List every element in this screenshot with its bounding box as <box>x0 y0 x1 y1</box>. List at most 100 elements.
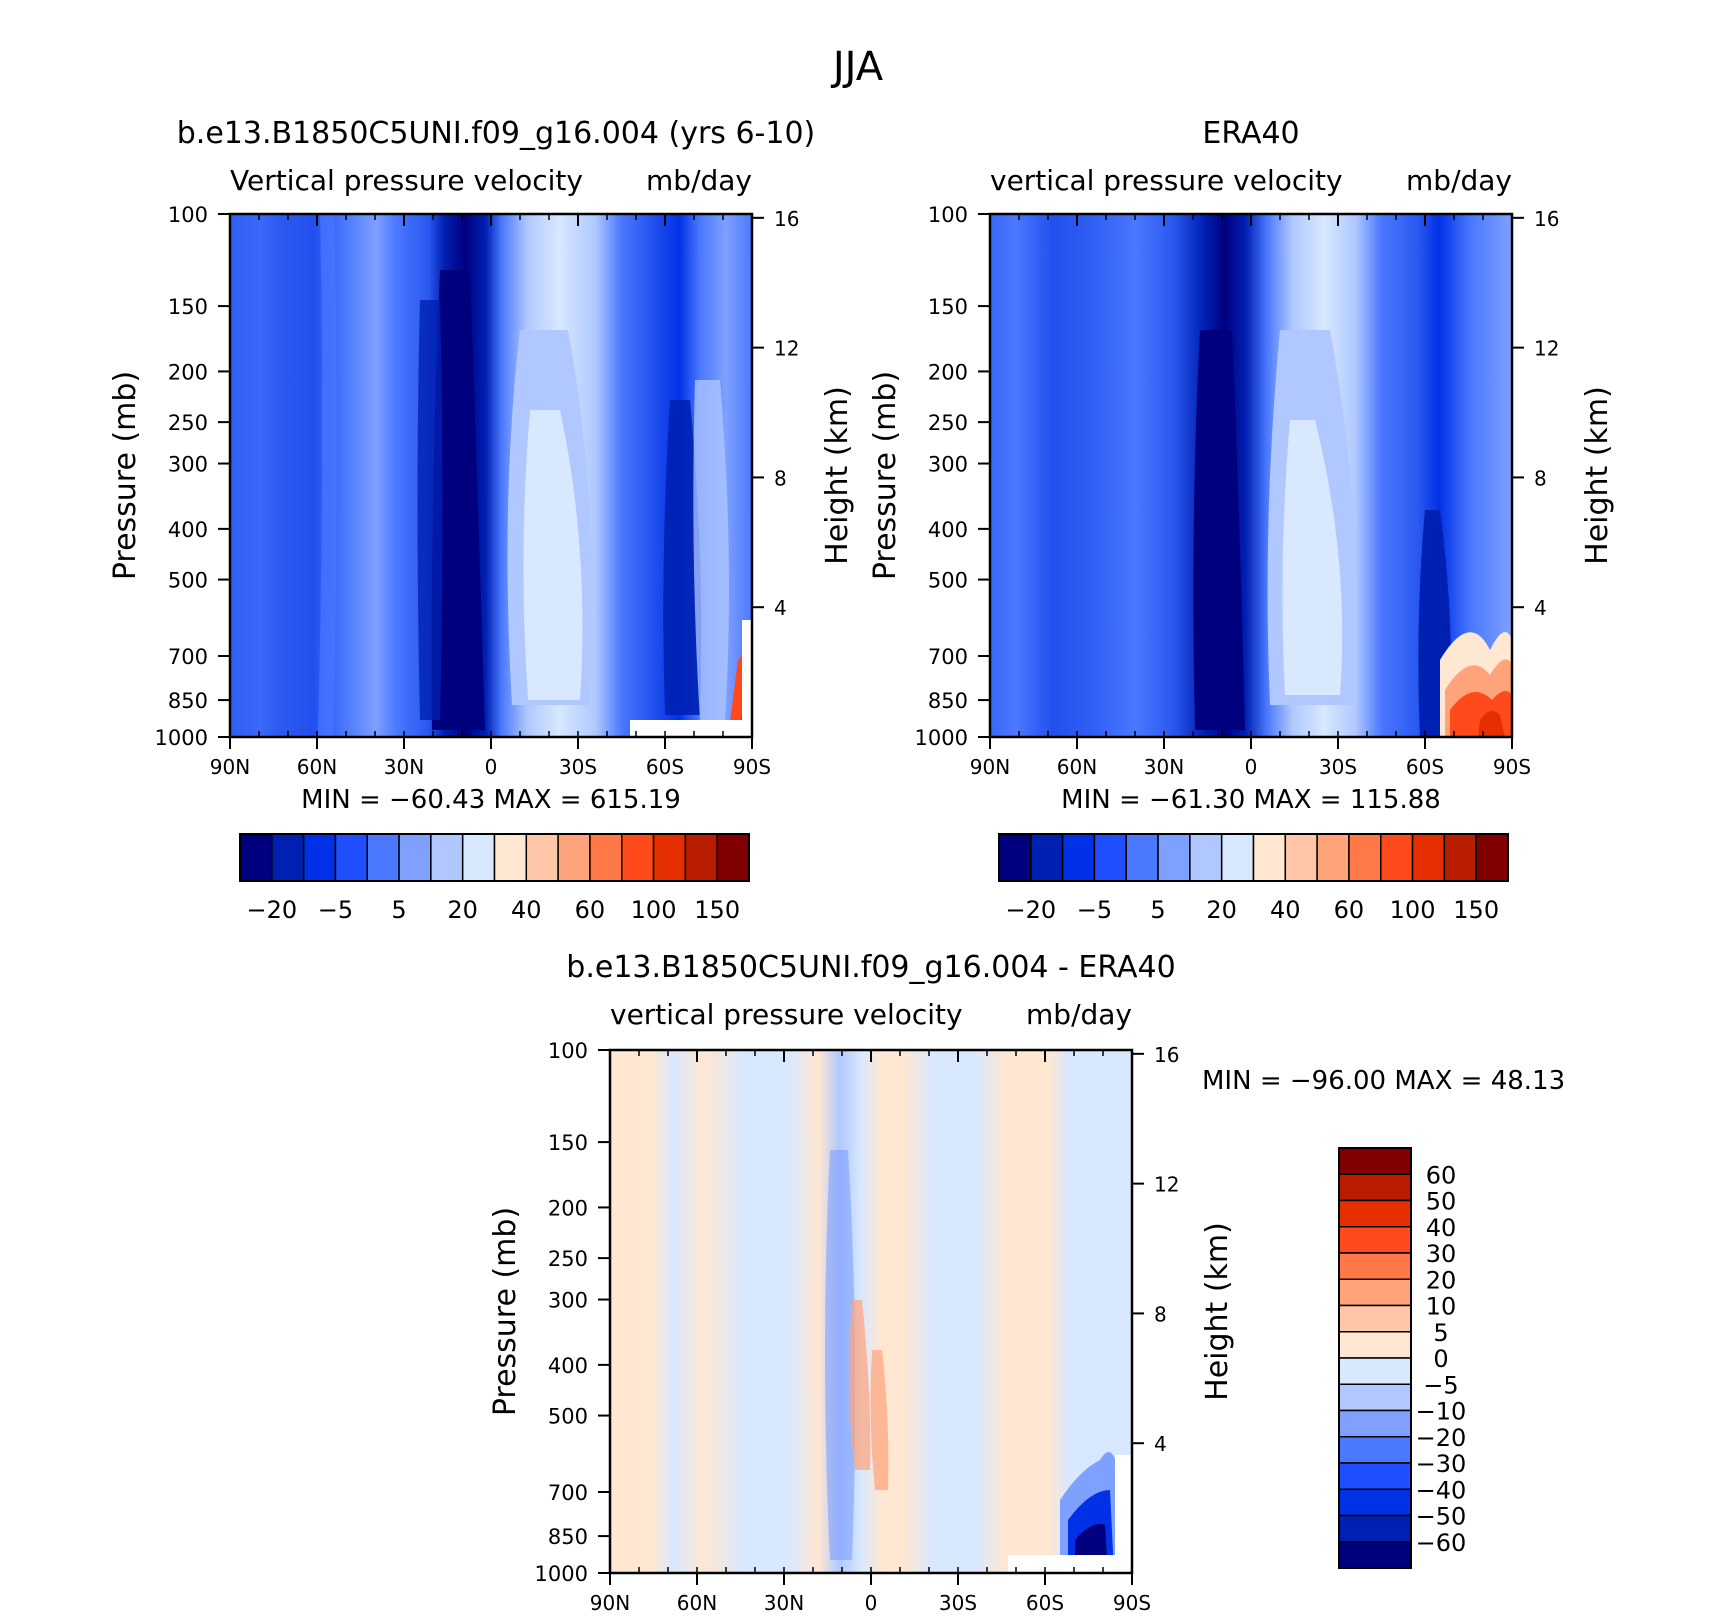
colorbar-label: 40 <box>511 896 542 924</box>
y-tick-label: 400 <box>548 1354 588 1378</box>
colorbar-swatch <box>652 833 687 882</box>
colorbar-label: 5 <box>391 896 406 924</box>
colorbar-label: 20 <box>447 896 478 924</box>
colorbar-swatch <box>430 833 464 882</box>
colorbar-swatch <box>1338 1541 1412 1569</box>
colorbar-swatch <box>1284 833 1318 882</box>
y-tick-label: 1000 <box>915 726 968 750</box>
x-tick-label: 30N <box>764 1591 804 1615</box>
y-axis-label: Pressure (mb) <box>488 1207 523 1416</box>
colorbar-label: −5 <box>1423 1371 1458 1399</box>
colorbar-swatch <box>525 833 559 882</box>
colorbar-label: 10 <box>1426 1293 1457 1321</box>
colorbar-swatch <box>1338 1331 1412 1359</box>
x-tick-label: 30N <box>1144 755 1184 779</box>
colorbar-swatch <box>1220 833 1255 882</box>
colorbar-label: 100 <box>631 896 677 924</box>
x-tick-label: 60N <box>1057 755 1097 779</box>
colorbar-swatch <box>366 833 400 882</box>
x-tick-label: 90N <box>590 1591 630 1615</box>
y-tick-label: 400 <box>928 518 968 542</box>
y-axis-label: Pressure (mb) <box>868 371 903 580</box>
y-tick-label: 300 <box>168 453 208 477</box>
colorbar-swatch <box>716 833 750 882</box>
colorbar-label: −60 <box>1416 1529 1467 1557</box>
colorbar-label: −5 <box>318 896 353 924</box>
x-tick-label: 0 <box>485 755 498 779</box>
colorbar-label: −20 <box>1416 1424 1467 1452</box>
colorbar-swatch <box>1338 1226 1412 1254</box>
y-tick-label: 200 <box>548 1196 588 1220</box>
colorbar-swatch <box>1338 1199 1412 1228</box>
y2-axis-label: Height (km) <box>1200 1222 1235 1401</box>
colorbar-swatch <box>239 833 273 882</box>
y2-tick-label: 8 <box>774 466 787 490</box>
y-tick-label: 200 <box>168 360 208 384</box>
colorbar-frame <box>1338 1147 1412 1569</box>
y-tick-label: 850 <box>928 689 968 713</box>
panel-era40: ERA40 vertical pressure velocity mb/day … <box>868 116 1615 924</box>
colorbar-label: 60 <box>1426 1161 1457 1189</box>
colorbar-label: −5 <box>1077 896 1112 924</box>
colorbar-swatch <box>1338 1357 1412 1385</box>
colorbar-label: −50 <box>1416 1503 1467 1531</box>
colorbar-swatch <box>1252 833 1287 882</box>
colorbar-label: −20 <box>246 896 297 924</box>
colorbar-label: 20 <box>1426 1266 1457 1294</box>
colorbar-swatch <box>461 833 496 882</box>
colorbar-label: −30 <box>1416 1450 1467 1478</box>
panel-model-contour-field <box>230 214 752 737</box>
colorbar-swatch <box>1338 1304 1412 1333</box>
x-tick-label: 60S <box>646 755 684 779</box>
colorbar-swatch <box>1316 833 1350 882</box>
colorbar-swatch <box>493 833 528 882</box>
x-tick-label: 60N <box>297 755 337 779</box>
colorbar-swatch <box>621 833 655 882</box>
colorbar-swatch <box>1338 1514 1412 1543</box>
y2-tick-label: 8 <box>1534 466 1547 490</box>
colorbar-swatch <box>1380 833 1414 882</box>
colorbar-label: 60 <box>575 896 606 924</box>
y2-tick-label: 4 <box>1154 1432 1167 1456</box>
x-tick-label: 30S <box>559 755 597 779</box>
colorbar-label: −20 <box>1005 896 1056 924</box>
panel-difference-subtitle-left: vertical pressure velocity <box>610 998 963 1031</box>
y-tick-label: 200 <box>928 360 968 384</box>
colorbar-frame <box>239 833 750 882</box>
y2-tick-label: 4 <box>774 596 787 620</box>
colorbar-swatch <box>684 833 718 882</box>
colorbar-label: 5 <box>1150 896 1165 924</box>
panel-difference: b.e13.B1850C5UNI.f09_g16.004 - ERA40 ver… <box>488 950 1565 1615</box>
colorbar-swatch <box>998 833 1032 882</box>
x-tick-label: 90S <box>1493 755 1531 779</box>
y2-tick-label: 12 <box>774 337 799 361</box>
colorbar-label: 50 <box>1426 1188 1457 1216</box>
panel-era40-subtitle-left: vertical pressure velocity <box>990 164 1343 197</box>
min-max-stats: MIN = −96.00 MAX = 48.13 <box>1202 1066 1565 1096</box>
x-tick-label: 0 <box>865 1591 878 1615</box>
colorbar-label: 30 <box>1426 1240 1457 1268</box>
y-tick-label: 1000 <box>535 1562 588 1586</box>
colorbar-swatch <box>1093 833 1127 882</box>
x-tick-label: 60N <box>677 1591 717 1615</box>
y-tick-label: 850 <box>548 1525 588 1549</box>
colorbar-label: 20 <box>1206 896 1237 924</box>
x-tick-label: 90N <box>970 755 1010 779</box>
colorbar-label: 5 <box>1433 1319 1448 1347</box>
y-tick-label: 300 <box>928 453 968 477</box>
colorbar-swatch <box>557 833 591 882</box>
y2-tick-label: 16 <box>1534 207 1559 231</box>
y2-axis-label: Height (km) <box>1580 386 1615 565</box>
y-tick-label: 400 <box>168 518 208 542</box>
y-tick-label: 850 <box>168 689 208 713</box>
x-tick-label: 30N <box>384 755 424 779</box>
y2-tick-label: 4 <box>1534 596 1547 620</box>
figure-title: JJA <box>830 44 884 90</box>
y-tick-label: 250 <box>548 1247 588 1271</box>
colorbar-label: −40 <box>1416 1476 1467 1504</box>
y-tick-label: 1000 <box>155 726 208 750</box>
min-max-stats: MIN = −61.30 MAX = 115.88 <box>1061 785 1441 815</box>
y-tick-label: 700 <box>548 1481 588 1505</box>
colorbar-swatch <box>1338 1488 1412 1517</box>
